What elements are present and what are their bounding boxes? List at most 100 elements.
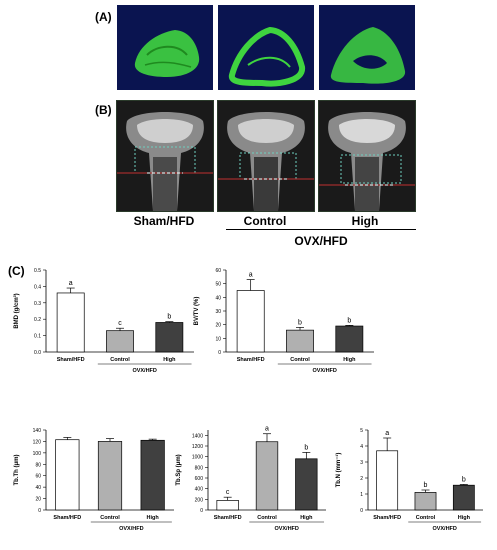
bar — [55, 439, 80, 511]
group-label: OVX/HFD — [274, 526, 298, 532]
chart-tbn: Tb.N (mm⁻¹) 0 1 2 3 4 5 a Sham/HFD b Control b HighO… — [335, 428, 483, 532]
chart-bvtv: BV/TV (%) 0 10 20 30 40 50 60 a Sham/HFD b Control b… — [194, 268, 374, 374]
y-tick-label: 140 — [33, 428, 42, 434]
bar — [97, 441, 123, 511]
x-tick-label: Sham/HFD — [214, 515, 242, 521]
x-tick-label: Sham/HFD — [53, 515, 81, 521]
y-tick-label: 40 — [35, 485, 41, 491]
microct-high-image — [319, 5, 415, 90]
panel-c-label: (C) — [8, 264, 25, 278]
x-tick-label: Sham/HFD — [57, 357, 85, 363]
bar — [106, 330, 134, 353]
y-tick-label: 10 — [215, 336, 221, 342]
y-tick-label: 1 — [360, 492, 363, 498]
significance-letter: b — [424, 482, 428, 489]
y-tick-label: 50 — [215, 282, 221, 288]
panel-b-label: (B) — [95, 103, 112, 117]
x-tick-label: Control — [416, 515, 436, 521]
x-tick-label: Control — [110, 357, 130, 363]
bar — [56, 292, 85, 353]
x-tick-label: Control — [290, 357, 310, 363]
y-tick-label: 5 — [360, 428, 363, 434]
femur-xray-sham — [117, 112, 213, 211]
bar — [236, 290, 265, 353]
bone-cross-section-high — [330, 27, 406, 84]
y-tick-label: 30 — [215, 309, 221, 315]
chart-bmd: BMD (g/cm³) 0.0 0.1 0.2 0.3 0.4 0.5 a Sham/HFD c C… — [13, 268, 194, 374]
y-tick-label: 40 — [215, 295, 221, 301]
x-tick-label: Sham/HFD — [373, 515, 401, 521]
group-label-ovx: OVX/HFD — [294, 234, 348, 248]
y-tick-label: 80 — [35, 462, 41, 468]
group-label: OVX/HFD — [132, 368, 156, 374]
y-tick-label: 120 — [33, 439, 42, 445]
bar — [335, 325, 364, 353]
y-tick-label: 2 — [360, 476, 363, 482]
y-tick-label: 0 — [360, 508, 363, 514]
bone-cross-section-sham — [134, 30, 200, 77]
y-axis-label: Tb.Th (μm) — [14, 455, 20, 486]
xray-high-image — [318, 100, 416, 212]
y-tick-label: 60 — [215, 268, 221, 274]
xray-control-image — [217, 100, 315, 212]
group-label-control: Control — [243, 214, 287, 228]
significance-letter: b — [462, 476, 466, 483]
bar — [286, 329, 314, 353]
y-axis-label: Tb.N (mm⁻¹) — [335, 453, 342, 488]
y-tick-label: 0.1 — [34, 334, 41, 340]
microct-control-image — [218, 5, 314, 90]
ovx-group-bracket — [226, 229, 416, 230]
x-tick-label: High — [343, 357, 356, 363]
significance-letter: a — [265, 426, 269, 433]
xray-sham-image — [116, 100, 214, 212]
femur-xray-high — [319, 112, 415, 211]
significance-letter: c — [118, 320, 122, 327]
y-tick-label: 1200 — [192, 444, 203, 450]
y-tick-label: 100 — [33, 451, 42, 457]
y-tick-label: 4 — [360, 444, 363, 450]
bar — [295, 458, 318, 511]
y-tick-label: 0.5 — [34, 268, 41, 274]
y-tick-label: 3 — [360, 460, 363, 466]
bar — [255, 441, 279, 511]
bar — [452, 484, 475, 511]
y-tick-label: 0.2 — [34, 317, 41, 323]
y-tick-label: 0.0 — [34, 350, 41, 356]
y-tick-label: 20 — [35, 497, 41, 503]
y-tick-label: 0.4 — [34, 284, 41, 290]
y-tick-label: 1400 — [192, 433, 203, 439]
x-tick-label: Control — [257, 515, 277, 521]
x-tick-label: High — [147, 515, 160, 521]
y-tick-label: 200 — [195, 497, 204, 503]
significance-letter: b — [347, 317, 351, 324]
y-axis-label: BMD (g/cm³) — [13, 293, 20, 328]
microct-sham-image — [117, 5, 213, 90]
significance-letter: a — [385, 430, 389, 437]
group-label: OVX/HFD — [312, 368, 336, 374]
y-tick-label: 0.3 — [34, 301, 41, 307]
group-label: OVX/HFD — [119, 526, 143, 532]
y-axis-label: BV/TV (%) — [194, 297, 200, 326]
bar — [216, 500, 239, 511]
significance-letter: a — [69, 280, 73, 287]
significance-letter: c — [226, 489, 230, 496]
significance-letter: b — [167, 314, 171, 321]
x-tick-label: Sham/HFD — [237, 357, 265, 363]
bar — [376, 450, 399, 511]
significance-letter: a — [249, 272, 253, 279]
x-tick-label: High — [300, 515, 313, 521]
y-tick-label: 800 — [195, 465, 204, 471]
y-tick-label: 1000 — [192, 455, 203, 461]
x-tick-label: High — [163, 357, 176, 363]
panel-a-label: (A) — [95, 10, 112, 24]
bar — [155, 322, 184, 353]
x-tick-label: High — [458, 515, 471, 521]
y-tick-label: 0 — [200, 508, 203, 514]
significance-letter: b — [304, 444, 308, 451]
y-tick-label: 0 — [218, 350, 221, 356]
bone-cross-section-control — [228, 26, 305, 87]
x-tick-label: Control — [100, 515, 120, 521]
group-label-sham: Sham/HFD — [133, 214, 195, 228]
bar — [414, 492, 437, 511]
y-tick-label: 60 — [35, 474, 41, 480]
